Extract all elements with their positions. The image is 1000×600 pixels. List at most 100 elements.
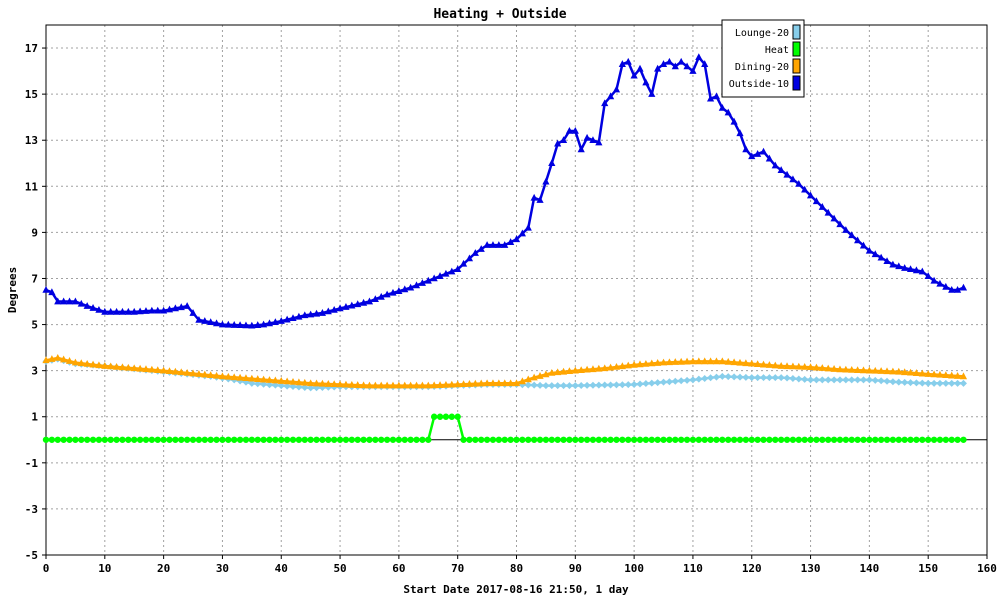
data-point-heat bbox=[319, 436, 326, 443]
data-point-heat bbox=[677, 436, 685, 443]
data-point-heat bbox=[766, 436, 773, 443]
data-point-lounge-20 bbox=[554, 382, 562, 390]
data-point-dining-20 bbox=[348, 380, 356, 388]
data-point-dining-20 bbox=[877, 367, 885, 374]
data-point-heat bbox=[872, 436, 879, 443]
data-point-heat bbox=[425, 436, 432, 443]
data-point-heat bbox=[366, 436, 373, 443]
data-point-outside-10 bbox=[536, 196, 544, 203]
data-point-heat bbox=[748, 436, 755, 443]
data-point-outside-10 bbox=[459, 259, 468, 267]
data-point-lounge-20 bbox=[942, 379, 950, 387]
data-point-dining-20 bbox=[330, 380, 338, 388]
data-point-dining-20 bbox=[101, 362, 109, 369]
data-point-dining-20 bbox=[771, 361, 779, 369]
data-point-lounge-20 bbox=[624, 381, 632, 389]
legend-box bbox=[721, 19, 805, 98]
data-point-outside-10 bbox=[130, 307, 138, 315]
data-point-heat bbox=[325, 436, 332, 443]
data-point-heat bbox=[901, 436, 908, 443]
data-point-outside-10 bbox=[265, 319, 274, 327]
data-point-heat bbox=[783, 436, 791, 443]
data-point-outside-10 bbox=[301, 311, 309, 319]
data-point-heat bbox=[619, 436, 626, 443]
data-point-dining-20 bbox=[618, 362, 626, 370]
data-point-heat bbox=[813, 436, 820, 443]
data-point-outside-10 bbox=[948, 286, 956, 293]
data-point-outside-10 bbox=[171, 304, 179, 312]
data-point-outside-10 bbox=[748, 152, 756, 160]
data-point-heat bbox=[89, 436, 97, 443]
data-point-dining-20 bbox=[77, 359, 85, 367]
data-point-heat bbox=[742, 436, 750, 443]
data-point-lounge-20 bbox=[677, 377, 685, 385]
data-point-dining-20 bbox=[83, 359, 91, 367]
data-point-outside-10 bbox=[136, 307, 144, 315]
data-point-outside-10 bbox=[642, 78, 650, 86]
data-point-outside-10 bbox=[648, 90, 656, 97]
data-point-outside-10 bbox=[659, 60, 668, 67]
data-point-dining-20 bbox=[953, 372, 962, 379]
data-point-dining-20 bbox=[801, 362, 809, 370]
data-point-heat bbox=[636, 436, 644, 443]
data-point-heat bbox=[895, 436, 902, 443]
legend-label: Heat bbox=[765, 45, 789, 56]
data-point-heat bbox=[107, 436, 114, 443]
data-point-outside-10 bbox=[477, 245, 485, 252]
data-point-outside-10 bbox=[712, 92, 721, 100]
data-point-dining-20 bbox=[160, 366, 168, 374]
x-tick-label: 90 bbox=[569, 562, 582, 575]
y-tick-label: -1 bbox=[25, 457, 39, 470]
data-point-lounge-20 bbox=[812, 376, 820, 384]
data-point-lounge-20 bbox=[836, 376, 844, 384]
data-point-heat bbox=[401, 436, 408, 443]
data-point-outside-10 bbox=[148, 306, 156, 314]
data-point-outside-10 bbox=[942, 282, 950, 290]
data-point-dining-20 bbox=[489, 379, 497, 387]
data-point-outside-10 bbox=[430, 274, 438, 282]
data-point-heat bbox=[372, 436, 379, 443]
data-point-lounge-20 bbox=[289, 383, 297, 391]
data-point-dining-20 bbox=[783, 362, 791, 370]
data-point-lounge-20 bbox=[695, 375, 703, 383]
data-point-heat bbox=[330, 436, 338, 443]
data-point-heat bbox=[648, 436, 655, 443]
data-point-outside-10 bbox=[883, 257, 891, 264]
data-point-heat bbox=[183, 436, 191, 443]
data-point-dining-20 bbox=[336, 380, 344, 388]
data-point-heat bbox=[125, 436, 132, 443]
x-tick-label: 30 bbox=[216, 562, 229, 575]
legend-swatch bbox=[792, 24, 801, 40]
data-point-dining-20 bbox=[371, 381, 379, 389]
data-point-outside-10 bbox=[218, 320, 227, 328]
data-point-dining-20 bbox=[377, 381, 385, 389]
data-point-heat bbox=[207, 436, 214, 443]
data-point-heat bbox=[254, 436, 261, 443]
data-point-heat bbox=[83, 436, 91, 443]
data-point-heat bbox=[283, 436, 291, 443]
data-point-lounge-20 bbox=[648, 379, 656, 387]
data-point-dining-20 bbox=[418, 381, 426, 389]
data-point-outside-10 bbox=[812, 197, 821, 205]
data-point-heat bbox=[231, 436, 238, 443]
data-point-heat bbox=[754, 436, 761, 443]
data-point-lounge-20 bbox=[601, 381, 609, 389]
data-point-lounge-20 bbox=[724, 373, 732, 381]
data-point-dining-20 bbox=[230, 373, 238, 381]
x-tick-label: 50 bbox=[333, 562, 346, 575]
data-point-lounge-20 bbox=[924, 379, 932, 387]
data-point-dining-20 bbox=[324, 380, 332, 387]
data-point-dining-20 bbox=[436, 381, 444, 388]
data-point-outside-10 bbox=[854, 236, 862, 244]
data-point-outside-10 bbox=[242, 321, 250, 329]
data-point-heat bbox=[295, 436, 303, 443]
data-point-outside-10 bbox=[742, 145, 750, 153]
data-point-lounge-20 bbox=[783, 374, 791, 382]
data-point-heat bbox=[507, 436, 514, 443]
data-point-outside-10 bbox=[524, 223, 532, 231]
data-point-dining-20 bbox=[859, 366, 868, 374]
data-point-dining-20 bbox=[665, 358, 674, 366]
data-point-dining-20 bbox=[142, 365, 150, 373]
data-point-outside-10 bbox=[824, 208, 832, 216]
